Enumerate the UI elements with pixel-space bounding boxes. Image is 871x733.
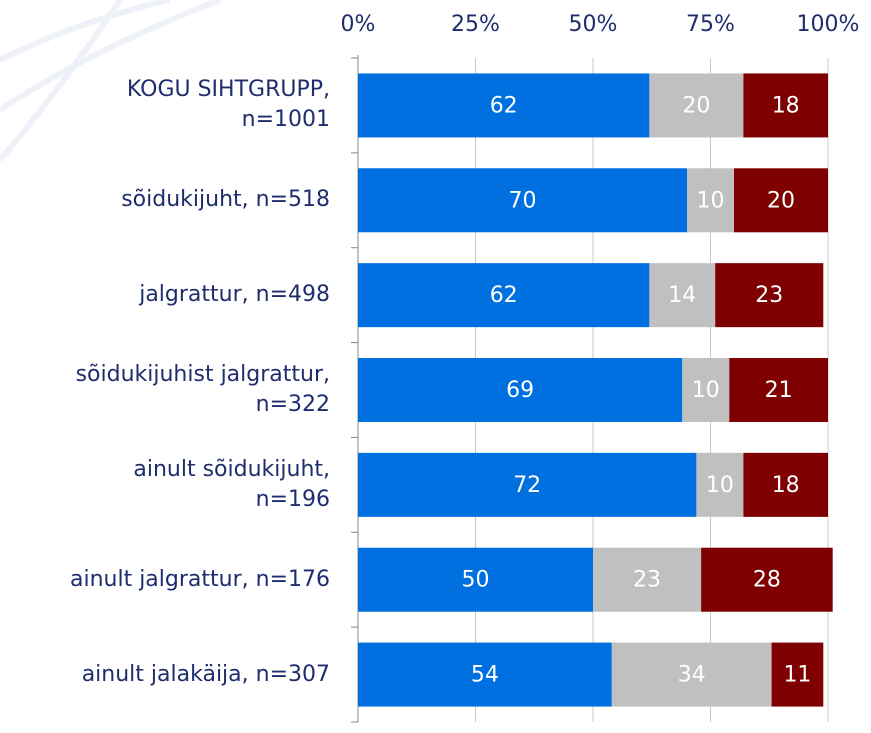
category-label: jalgrattur, n=498 <box>139 282 330 308</box>
bar-segment <box>611 642 772 707</box>
data-label: 72 <box>513 473 541 498</box>
data-label: 20 <box>767 188 795 213</box>
category-label: sõidukijuht, n=518 <box>121 187 330 213</box>
x-tick-label: 100% <box>797 12 860 37</box>
data-label: 11 <box>783 663 811 688</box>
data-label: 23 <box>633 568 661 593</box>
bar-segment <box>649 263 716 328</box>
bar-segment <box>593 547 702 612</box>
data-label: 50 <box>462 568 490 593</box>
data-label: 23 <box>755 283 783 308</box>
data-label: 18 <box>772 473 800 498</box>
bar-segment <box>701 547 833 612</box>
data-label: 10 <box>706 473 734 498</box>
data-label: 70 <box>509 188 537 213</box>
bar-segment <box>358 263 650 328</box>
x-tick-label: 0% <box>341 12 376 37</box>
category-label: ainult sõidukijuht, n=196 <box>133 456 330 512</box>
data-label: 62 <box>490 93 518 118</box>
data-label: 14 <box>668 283 696 308</box>
category-label: ainult jalakäija, n=307 <box>81 661 330 687</box>
decoration <box>0 0 222 162</box>
category-label: KOGU SIHTGRUPP, n=1001 <box>126 77 330 133</box>
bar-segment <box>687 168 734 233</box>
data-label: 10 <box>692 378 720 403</box>
bar-segment <box>729 358 828 422</box>
data-label: 21 <box>765 378 793 403</box>
data-label: 62 <box>490 283 518 308</box>
data-label: 28 <box>753 568 781 593</box>
bar-segment <box>743 452 828 517</box>
bar-segment <box>696 452 744 517</box>
category-label: sõidukijuhist jalgrattur, n=322 <box>75 362 330 417</box>
bar-segment <box>358 73 650 138</box>
data-label: 34 <box>678 663 706 688</box>
x-tick-label: 25% <box>451 12 500 37</box>
category-label: ainult jalgrattur, n=176 <box>69 566 330 592</box>
x-tick-label: 75% <box>686 12 735 37</box>
bar-segment <box>358 168 687 233</box>
bar-segment <box>358 358 683 422</box>
bar-segment <box>771 642 824 707</box>
data-label: 20 <box>682 93 710 118</box>
bar-segment <box>743 73 828 138</box>
bar-segment <box>358 452 697 517</box>
data-label: 54 <box>471 663 499 688</box>
data-label: 69 <box>506 378 534 403</box>
data-label: 10 <box>697 188 725 213</box>
data-label: 18 <box>772 93 800 118</box>
bar-segment <box>734 168 828 233</box>
bar-segment <box>715 263 824 328</box>
bar-segment <box>682 358 730 422</box>
bar-segment <box>358 547 593 612</box>
bar-segment <box>649 73 744 138</box>
x-tick-label: 50% <box>569 12 618 37</box>
bar-segment <box>358 642 612 707</box>
